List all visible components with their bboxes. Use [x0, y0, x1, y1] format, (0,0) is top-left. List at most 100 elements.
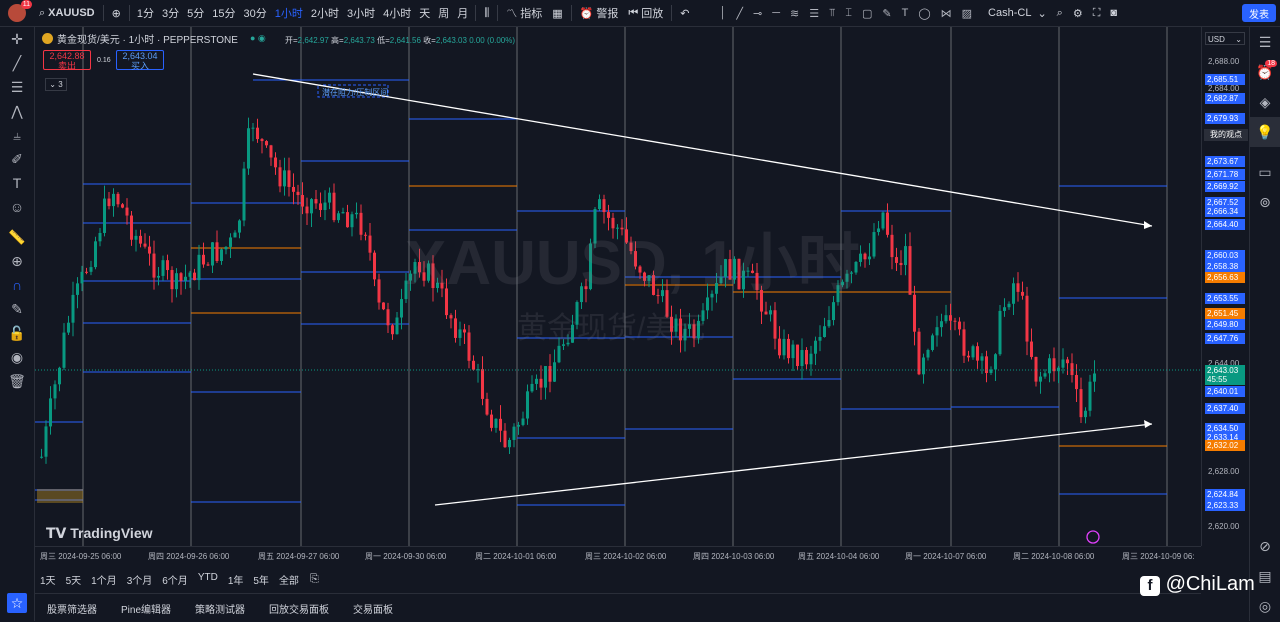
- avatar[interactable]: 11: [8, 0, 32, 22]
- interval-1小时[interactable]: 1小时: [274, 8, 303, 20]
- fib-icon[interactable]: ☰: [809, 7, 820, 20]
- text-icon[interactable]: T: [901, 7, 909, 19]
- interval-月[interactable]: 月: [457, 8, 469, 20]
- layers-icon[interactable]: ◈: [1259, 93, 1271, 110]
- chat-icon[interactable]: ▭: [1258, 163, 1272, 180]
- indicators-button[interactable]: 〽指标: [501, 0, 547, 26]
- callout-icon[interactable]: ◯: [918, 7, 931, 20]
- bottom-tab[interactable]: 回放交易面板: [269, 604, 330, 616]
- range-1天[interactable]: 1天: [40, 575, 56, 587]
- symbol-search[interactable]: ⌕ XAUUSD: [34, 0, 100, 26]
- interval-30分[interactable]: 30分: [243, 8, 267, 20]
- pattern-icon[interactable]: ⋈: [940, 7, 952, 20]
- range-全部[interactable]: 全部: [278, 575, 299, 587]
- eye-icon[interactable]: ◉: [10, 348, 24, 365]
- date-range-icon[interactable]: ⎘: [309, 572, 319, 585]
- interval-3小时[interactable]: 3小时: [346, 8, 376, 20]
- vertical-line-icon[interactable]: │: [719, 7, 727, 19]
- range-YTD[interactable]: YTD: [197, 571, 218, 583]
- fullscreen-button[interactable]: ⛶: [1088, 0, 1106, 26]
- eye-icon[interactable]: ● ◉: [249, 33, 266, 43]
- rectangle-icon[interactable]: ▢: [861, 7, 873, 20]
- interval-3分[interactable]: 3分: [161, 8, 180, 20]
- watchlist-icon[interactable]: ☰: [1258, 33, 1272, 50]
- alerts-panel-icon[interactable]: ⏰ 18: [1256, 60, 1277, 80]
- range-5天[interactable]: 5天: [65, 575, 82, 587]
- range-5年[interactable]: 5年: [253, 575, 269, 587]
- plus-circle-icon: ⊕: [111, 7, 121, 20]
- bottom-tab[interactable]: Pine编辑器: [121, 604, 172, 616]
- chart-canvas[interactable]: [35, 27, 1201, 546]
- fib-retracement-icon[interactable]: ☰: [10, 78, 24, 95]
- bottom-tab[interactable]: 策略测试器: [195, 604, 246, 616]
- emoji-icon[interactable]: ☺: [9, 199, 25, 215]
- brush-icon[interactable]: ✎: [882, 7, 892, 20]
- help-icon[interactable]: ⊘: [1259, 537, 1271, 554]
- magnet-icon[interactable]: ∩: [11, 277, 23, 293]
- indicator-collapse-button[interactable]: ⌄ 3: [45, 78, 67, 91]
- undo-button[interactable]: ↶: [675, 0, 694, 26]
- brush-icon[interactable]: ✐: [11, 150, 23, 167]
- templates-button[interactable]: ▦: [547, 0, 567, 26]
- zoom-in-icon[interactable]: ⊕: [11, 252, 23, 269]
- range-1年[interactable]: 1年: [227, 575, 244, 587]
- candle-body: [584, 286, 588, 290]
- layout-name-button[interactable]: Cash-CL ⌄: [983, 0, 1052, 26]
- pitchfork-icon[interactable]: ⫪: [829, 6, 836, 19]
- stay-drawing-icon[interactable]: ✎: [11, 300, 23, 317]
- sell-button[interactable]: 2,642.88 卖出: [43, 50, 91, 71]
- legend-title[interactable]: 黄金现货/美元 · 1小时 · PEPPERSTONE: [57, 35, 238, 46]
- replay-button[interactable]: ⏮ 回放: [623, 0, 668, 26]
- pattern-tool-icon[interactable]: ⋀: [11, 102, 23, 119]
- chart-type-button[interactable]: ⫼: [479, 0, 494, 26]
- alert-button[interactable]: ⏰ 警报: [575, 0, 624, 26]
- currency-selector[interactable]: USD ⌄: [1205, 32, 1245, 45]
- compare-symbol-button[interactable]: ⊕: [107, 0, 126, 26]
- text-tool-icon[interactable]: T: [12, 175, 22, 191]
- trend-line-icon[interactable]: ╱: [736, 7, 744, 20]
- parallel-channel-icon[interactable]: ≋: [790, 7, 800, 20]
- quick-search-button[interactable]: ⌕: [1052, 0, 1068, 26]
- chart-pane[interactable]: [35, 27, 1201, 546]
- trend-line-icon[interactable]: ╱: [12, 54, 22, 71]
- interval-2小时[interactable]: 2小时: [310, 8, 339, 20]
- buy-button[interactable]: 2,643.04 买入: [116, 50, 164, 71]
- star-icon[interactable]: ☆: [7, 593, 27, 613]
- trash-icon[interactable]: 🗑: [8, 372, 26, 389]
- range-1个月[interactable]: 1个月: [91, 575, 117, 587]
- forecast-tool-icon[interactable]: ⫨: [13, 126, 21, 143]
- lock-icon[interactable]: 🔓: [8, 324, 26, 341]
- zone-annotation[interactable]: 潜在阻力/压制区间: [322, 88, 389, 97]
- candle-body: [895, 257, 898, 263]
- interval-1分[interactable]: 1分: [136, 8, 154, 20]
- ruler-icon[interactable]: 📏: [8, 228, 26, 245]
- time-axis[interactable]: 周三 2024-09-25 06:00 周四 2024-09-26 06:00 周五…: [35, 546, 1201, 567]
- interval-4小时[interactable]: 4小时: [383, 8, 412, 20]
- bottom-tab[interactable]: 交易面板: [353, 604, 394, 616]
- ideas-icon[interactable]: 💡: [1250, 117, 1280, 147]
- candle-body: [467, 332, 471, 361]
- image-icon[interactable]: ▨: [961, 7, 973, 20]
- range-6个月[interactable]: 6个月: [162, 575, 188, 587]
- measure-icon[interactable]: ⌶: [845, 6, 852, 19]
- calendar-icon[interactable]: ▤: [1258, 567, 1272, 584]
- candle-body: [580, 286, 583, 303]
- horizontal-ray-icon[interactable]: ⊸: [753, 7, 763, 20]
- broadcast-icon[interactable]: ⊚: [1259, 193, 1271, 210]
- interval-15分[interactable]: 15分: [212, 8, 236, 20]
- snapshot-button[interactable]: ◙: [1105, 0, 1122, 26]
- interval-5分[interactable]: 5分: [187, 8, 205, 20]
- price-axis[interactable]: USD ⌄ 2,688.00 2,684.00 2,644.00 2,628.00 2,6…: [1201, 27, 1250, 546]
- horizontal-line-icon[interactable]: ─: [772, 7, 781, 19]
- candle-body: [598, 199, 601, 210]
- range-3个月[interactable]: 3个月: [126, 575, 153, 587]
- bottom-tab[interactable]: 股票筛选器: [47, 604, 97, 616]
- notes-icon[interactable]: ◎: [1258, 597, 1272, 614]
- candle-body: [530, 383, 534, 392]
- publish-button[interactable]: 发表: [1242, 4, 1276, 22]
- settings-button[interactable]: ⚙: [1068, 0, 1088, 26]
- interval-周[interactable]: 周: [438, 8, 450, 20]
- interval-天[interactable]: 天: [419, 8, 431, 20]
- candle-body: [134, 235, 138, 240]
- crosshair-icon[interactable]: ✛: [11, 30, 23, 47]
